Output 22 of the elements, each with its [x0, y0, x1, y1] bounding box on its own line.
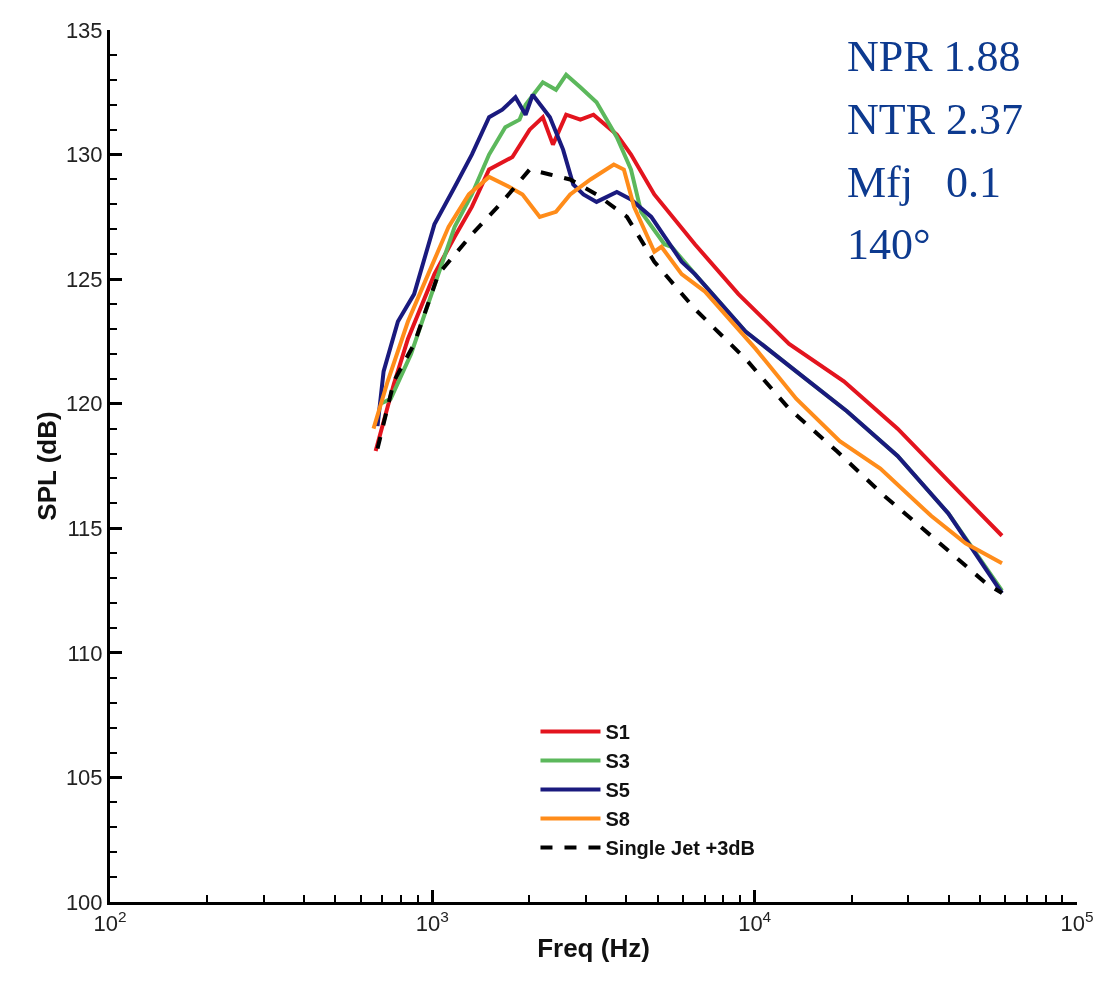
annotation: NPR 1.88 [847, 32, 1021, 81]
legend-label: S5 [605, 779, 630, 802]
annotation: Mfj 0.1 [847, 158, 1001, 207]
y-tick-label: 120 [65, 391, 103, 417]
x-tick-label: 10$^{3}$ [415, 908, 449, 937]
x-tick-label: 10$^{4}$ [738, 908, 772, 937]
legend-label: S8 [605, 808, 630, 831]
legend-label: Single Jet +3dB [605, 837, 755, 860]
y-tick-label: 105 [65, 765, 103, 791]
annotation: 140° [847, 220, 931, 269]
legend-label: S1 [605, 721, 630, 744]
y-tick-label: 135 [65, 17, 103, 43]
y-tick-label: 115 [67, 515, 103, 541]
y-tick-label: 110 [67, 640, 103, 666]
x-tick-label: 10$^{5}$ [1060, 908, 1094, 937]
annotation: NTR 2.37 [847, 95, 1023, 144]
y-axis-title: SPL (dB) [32, 411, 63, 521]
y-tick-label: 130 [65, 142, 103, 168]
y-tick-label: 125 [65, 266, 103, 292]
y-tick-label: 100 [65, 889, 103, 915]
legend-label: S3 [605, 750, 630, 773]
x-axis-title: Freq (Hz) [537, 933, 650, 964]
